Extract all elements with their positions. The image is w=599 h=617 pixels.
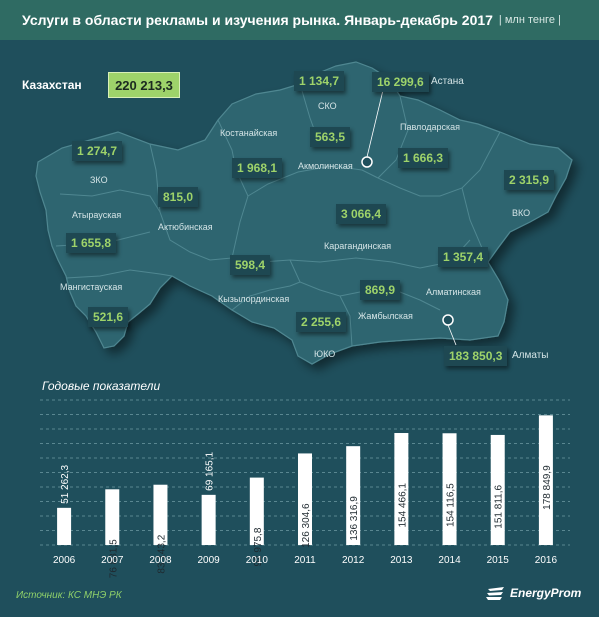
- region-name-atyrau: Атырауская: [72, 210, 122, 220]
- region-name-zhambyl: Жамбылская: [358, 311, 413, 321]
- region-name-vko: ВКО: [512, 208, 531, 218]
- region-name-kyzylorda: Кызылординская: [218, 294, 290, 304]
- total-value: 220 213,3: [108, 72, 180, 98]
- bar-2008: [153, 484, 168, 545]
- bar-2013: [394, 433, 409, 545]
- region-value-mangystau: 521,6: [88, 307, 129, 327]
- almaty-marker: [442, 314, 454, 326]
- total-label: Казахстан: [22, 78, 82, 92]
- bar-2016: [538, 415, 553, 545]
- bar-2007: [105, 489, 120, 545]
- bar-2006: [57, 507, 72, 545]
- x-tick-label-2009: 2009: [198, 555, 221, 566]
- bar-value-label-2016: 178 849,9: [542, 465, 553, 510]
- region-value-aktobe: 815,0: [158, 187, 199, 207]
- page-title: Услуги в области рекламы и изучения рынк…: [22, 12, 493, 28]
- region-value-almaty-obl: 1 357,4: [438, 247, 489, 267]
- region-value-kostanay: 1 968,1: [232, 158, 283, 178]
- header-bar: Услуги в области рекламы и изучения рынк…: [0, 0, 599, 40]
- bar-2010: [249, 477, 264, 545]
- bar-2011: [298, 453, 312, 545]
- region-name-astana: Астана: [431, 76, 464, 87]
- x-tick-label-2013: 2013: [390, 555, 413, 566]
- region-value-vko: 2 315,9: [504, 170, 555, 190]
- region-name-almaty: Алматы: [512, 350, 549, 361]
- x-tick-label-2010: 2010: [246, 555, 269, 566]
- bar-value-label-2014: 154 116,5: [446, 483, 457, 527]
- bar-2014: [442, 433, 457, 545]
- region-value-yuko: 2 255,6: [296, 312, 347, 332]
- bar-value-label-2012: 136 316,9: [349, 496, 360, 541]
- region-name-mangystau: Мангистауская: [60, 282, 123, 292]
- bar-value-label-2009: 69 165,1: [205, 451, 216, 490]
- region-name-akmola: Акмолинская: [298, 161, 353, 171]
- region-name-kostanay: Костанайская: [220, 128, 278, 138]
- source-note: Источник: КС МНЭ РК: [16, 590, 122, 601]
- x-tick-label-2008: 2008: [149, 555, 172, 566]
- bar-2012: [346, 446, 361, 545]
- region-value-pavlodar: 1 666,3: [398, 148, 449, 168]
- x-tick-label-2007: 2007: [101, 555, 124, 566]
- x-tick-label-2015: 2015: [487, 555, 510, 566]
- bar-2015: [490, 434, 505, 545]
- bar-value-label-2010: 92 975,8: [253, 527, 264, 566]
- region-name-zko: ЗКО: [90, 175, 108, 185]
- chart-title: Годовые показатели: [42, 379, 161, 393]
- x-tick-label-2011: 2011: [294, 555, 316, 566]
- energyprom-logo: EnergyProm: [486, 586, 581, 600]
- unit-label: | млн тенге |: [498, 14, 561, 26]
- bar-value-label-2011: 126 304,6: [301, 503, 312, 548]
- region-value-sko: 1 134,7: [294, 71, 345, 91]
- region-name-karaganda: Карагандинская: [324, 241, 392, 251]
- region-name-sko: СКО: [318, 101, 337, 111]
- logo-text: EnergyProm: [510, 586, 582, 600]
- astana-marker: [361, 156, 373, 168]
- region-value-zhambyl: 869,9: [360, 280, 401, 300]
- bar-value-label-2008: 83 143,2: [156, 534, 167, 573]
- region-value-akmola: 563,5: [310, 127, 351, 147]
- region-value-astana: 16 299,6: [372, 72, 429, 92]
- region-name-almaty-obl: Алматинская: [426, 287, 481, 297]
- bar-value-label-2015: 151 811,6: [494, 485, 505, 529]
- kazakhstan-map: [35, 61, 573, 365]
- energyprom-logo-icon: [486, 587, 504, 600]
- region-value-zko: 1 274,7: [72, 141, 123, 161]
- region-name-aktobe: Актюбинская: [158, 222, 213, 232]
- bar-value-label-2007: 76 831,5: [108, 539, 119, 578]
- region-value-atyrau: 1 655,8: [66, 233, 117, 253]
- x-tick-label-2006: 2006: [53, 555, 76, 566]
- bar-2009: [201, 494, 216, 545]
- bar-value-label-2013: 154 466,1: [397, 483, 408, 528]
- region-value-karaganda: 3 066,4: [336, 204, 387, 224]
- x-tick-label-2012: 2012: [342, 555, 365, 566]
- region-value-almaty: 183 850,3: [444, 346, 508, 366]
- region-value-kyzylorda: 598,4: [230, 255, 271, 275]
- bar-value-label-2006: 51 262,3: [60, 464, 71, 503]
- x-tick-label-2016: 2016: [535, 555, 558, 566]
- region-name-pavlodar: Павлодарская: [400, 122, 460, 132]
- region-name-yuko: ЮКО: [314, 349, 336, 359]
- x-tick-label-2014: 2014: [438, 555, 461, 566]
